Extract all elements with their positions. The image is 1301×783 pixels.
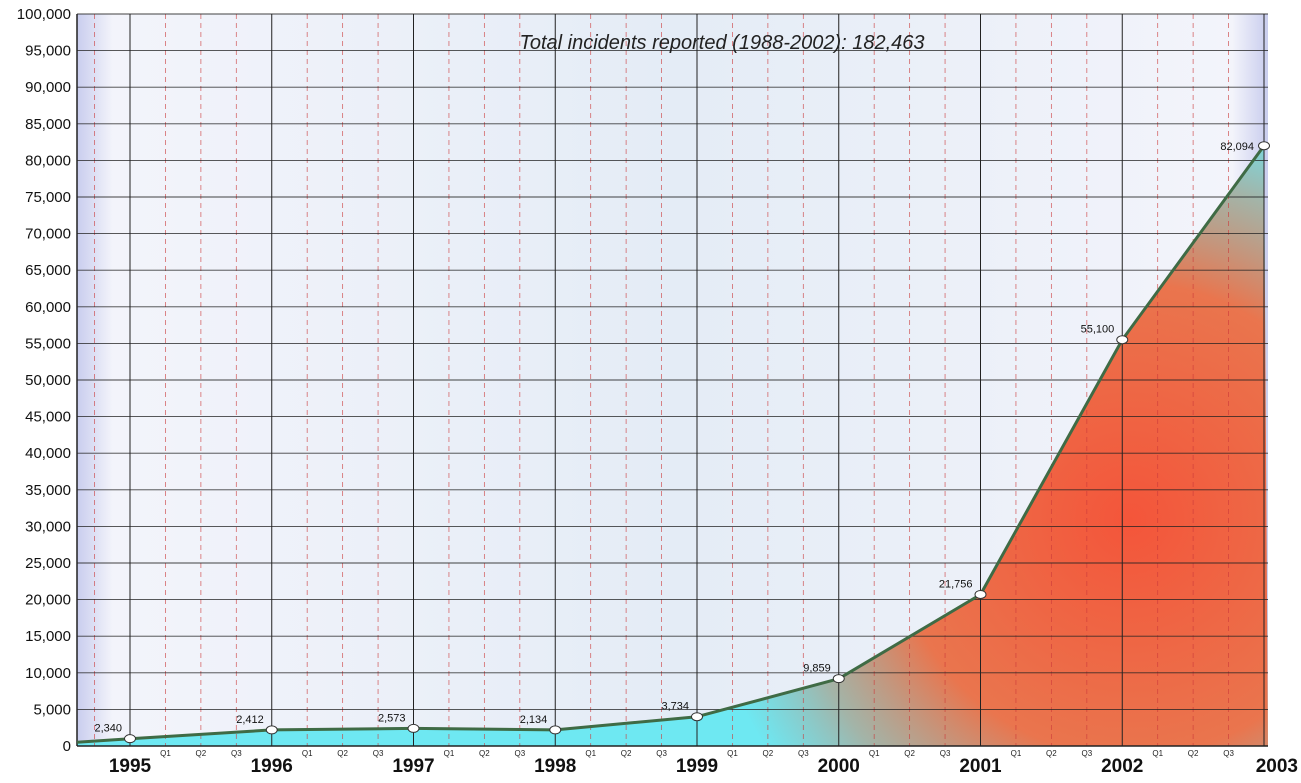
y-tick-label: 30,000 bbox=[25, 518, 71, 535]
y-tick-label: 10,000 bbox=[25, 665, 71, 682]
data-point-2002 bbox=[1116, 335, 1129, 345]
y-tick-label: 90,000 bbox=[25, 79, 71, 96]
quarter-label: Q3 bbox=[1081, 749, 1092, 758]
data-label-2003: 82,094 bbox=[1220, 141, 1254, 153]
quarter-label: Q3 bbox=[656, 749, 667, 758]
quarter-label: Q3 bbox=[1223, 749, 1234, 758]
y-tick-label: 40,000 bbox=[25, 445, 71, 462]
quarter-label: Q1 bbox=[160, 749, 171, 758]
y-tick-label: 60,000 bbox=[25, 299, 71, 316]
quarter-label: Q3 bbox=[798, 749, 809, 758]
y-tick-label: 95,000 bbox=[25, 43, 71, 60]
y-tick-label: 0 bbox=[63, 738, 71, 755]
x-tick-label: 1998 bbox=[534, 756, 576, 777]
data-point-1999 bbox=[691, 712, 703, 722]
x-tick-label: 2000 bbox=[818, 756, 860, 777]
chart-title: Total incidents reported (1988-2002): 18… bbox=[519, 32, 924, 54]
y-tick-label: 65,000 bbox=[25, 262, 71, 279]
quarter-label: Q3 bbox=[231, 749, 242, 758]
y-tick-label: 35,000 bbox=[25, 482, 71, 499]
data-label-1999: 3,734 bbox=[661, 701, 689, 713]
data-label-1996: 2,412 bbox=[236, 714, 264, 726]
y-tick-label: 85,000 bbox=[25, 116, 71, 133]
y-tick-label: 55,000 bbox=[25, 335, 71, 352]
quarter-label: Q1 bbox=[869, 749, 880, 758]
x-tick-label: 2003 bbox=[1256, 756, 1298, 777]
quarter-label: Q1 bbox=[444, 749, 455, 758]
y-tick-label: 70,000 bbox=[25, 226, 71, 243]
data-point-1997 bbox=[407, 723, 420, 733]
y-tick-label: 25,000 bbox=[25, 555, 71, 572]
y-tick-label: 75,000 bbox=[25, 189, 71, 206]
series-line bbox=[76, 144, 1266, 744]
quarter-label: Q1 bbox=[727, 749, 738, 758]
data-point-2001 bbox=[974, 589, 987, 599]
data-point-2003 bbox=[1258, 141, 1270, 151]
quarter-label: Q2 bbox=[621, 749, 632, 758]
data-label-1995: 2,340 bbox=[94, 723, 122, 735]
y-tick-label: 100,000 bbox=[17, 6, 71, 23]
data-label-1997: 2,573 bbox=[378, 712, 406, 724]
quarter-label: Q3 bbox=[373, 749, 384, 758]
data-label-1998: 2,134 bbox=[520, 714, 548, 726]
y-tick-label: 20,000 bbox=[25, 592, 71, 609]
x-tick-label: 2002 bbox=[1101, 756, 1143, 777]
y-tick-label: 80,000 bbox=[25, 152, 71, 169]
y-tick-label: 50,000 bbox=[25, 372, 71, 389]
x-tick-label: 1997 bbox=[392, 756, 434, 777]
quarter-label: Q1 bbox=[1011, 749, 1022, 758]
data-point-2000 bbox=[832, 674, 845, 684]
quarter-label: Q2 bbox=[196, 749, 207, 758]
y-tick-label: 5,000 bbox=[33, 701, 71, 718]
x-tick-label: 1996 bbox=[251, 756, 293, 777]
quarter-label: Q3 bbox=[940, 749, 951, 758]
x-tick-label: 1995 bbox=[109, 756, 152, 777]
quarter-label: Q2 bbox=[763, 749, 774, 758]
y-tick-label: 15,000 bbox=[25, 628, 71, 645]
data-label-2002: 55,100 bbox=[1081, 324, 1115, 336]
quarter-label: Q2 bbox=[1188, 749, 1199, 758]
x-tick-label: 2001 bbox=[959, 756, 1002, 777]
quarter-label: Q2 bbox=[904, 749, 915, 758]
data-point-1998 bbox=[549, 725, 562, 735]
data-point-1996 bbox=[265, 725, 278, 735]
area-fill-highlight bbox=[77, 145, 1268, 747]
quarter-label: Q1 bbox=[302, 749, 313, 758]
x-tick-label: 1999 bbox=[676, 756, 718, 777]
data-label-2001: 21,756 bbox=[939, 578, 973, 590]
quarter-label: Q2 bbox=[1046, 749, 1057, 758]
quarter-label: Q3 bbox=[514, 749, 525, 758]
y-tick-label: 45,000 bbox=[25, 409, 71, 426]
quarter-label: Q1 bbox=[585, 749, 596, 758]
data-label-2000: 9,859 bbox=[803, 663, 831, 675]
quarter-label: Q2 bbox=[337, 749, 348, 758]
data-point-1995 bbox=[124, 734, 136, 744]
quarter-label: Q2 bbox=[479, 749, 490, 758]
quarter-label: Q1 bbox=[1152, 749, 1163, 758]
